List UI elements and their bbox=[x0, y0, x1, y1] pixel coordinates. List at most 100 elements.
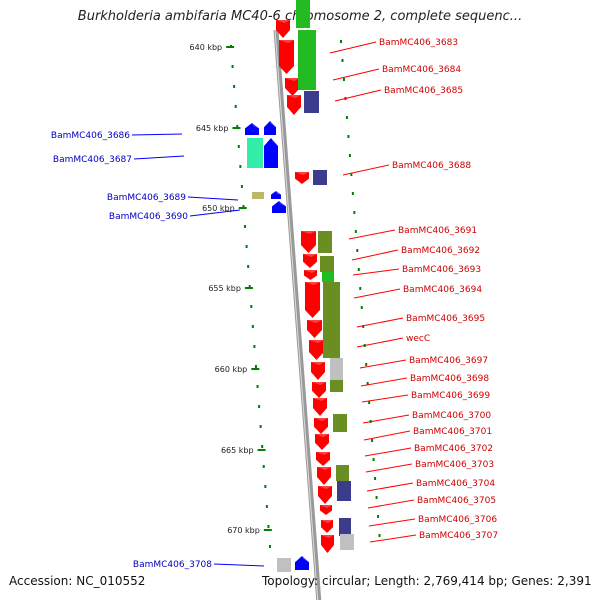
cog-category-box bbox=[337, 481, 351, 501]
forward-gene-arrow-gloss bbox=[279, 40, 294, 43]
forward-gene-arrow-shape bbox=[315, 434, 329, 450]
forward-gene-leader bbox=[353, 288, 401, 299]
scale-label: 650 kbp bbox=[202, 204, 235, 213]
scale-label: 665 kbp bbox=[221, 446, 254, 455]
forward-gene-label: BamMC406_3693 bbox=[402, 265, 481, 275]
cog-category-box bbox=[277, 558, 291, 572]
reverse-gene-leader bbox=[187, 196, 239, 201]
cog-category-box bbox=[304, 91, 319, 113]
cog-category-box bbox=[330, 358, 343, 380]
scale-label: 655 kbp bbox=[208, 284, 241, 293]
forward-gene-arrow-gloss bbox=[318, 486, 332, 489]
cog-category-box bbox=[318, 231, 332, 253]
forward-gene-arrow-shape bbox=[304, 270, 317, 280]
forward-gene-arrow-shape bbox=[312, 382, 326, 398]
forward-gene-arrow-shape bbox=[303, 254, 317, 268]
forward-gene-arrow bbox=[303, 254, 317, 268]
forward-gene-leader bbox=[364, 447, 412, 457]
forward-gene-leader bbox=[356, 317, 404, 328]
forward-gene-arrow-shape bbox=[309, 340, 324, 360]
forward-gene-arrow bbox=[314, 418, 328, 434]
forward-gene-leader bbox=[369, 534, 417, 543]
reverse-gene-label: BamMC406_3708 bbox=[133, 560, 212, 570]
forward-gene-arrow-gloss bbox=[312, 382, 326, 385]
forward-gene-arrow bbox=[313, 398, 327, 416]
forward-gene-label: BamMC406_3691 bbox=[398, 226, 477, 236]
forward-gene-arrow-shape bbox=[305, 282, 320, 318]
backbone-highlight bbox=[274, 29, 319, 600]
forward-gene-arrow-shape bbox=[285, 78, 300, 96]
reverse-gene-arrow bbox=[271, 191, 281, 199]
reverse-gene-label: BamMC406_3689 bbox=[107, 193, 186, 203]
reverse-gene-arrow-shape bbox=[272, 201, 286, 213]
forward-gene-arrow-shape bbox=[311, 362, 325, 380]
forward-gene-arrow-shape bbox=[301, 231, 316, 253]
reverse-gene-arrow-shape bbox=[264, 121, 276, 135]
forward-gene-arrow bbox=[279, 40, 294, 74]
forward-gene-arrow bbox=[304, 270, 317, 280]
cog-category-box bbox=[298, 30, 316, 90]
reverse-gene-arrow bbox=[295, 556, 309, 570]
reverse-gene-leader bbox=[213, 563, 265, 567]
reverse-gene-arrow bbox=[264, 138, 278, 168]
forward-gene-label: BamMC406_3694 bbox=[403, 285, 482, 295]
forward-gene-arrow bbox=[287, 95, 301, 115]
forward-gene-label: BamMC406_3707 bbox=[419, 531, 498, 541]
cog-category-box bbox=[323, 282, 340, 358]
forward-gene-arrow bbox=[320, 505, 332, 515]
forward-gene-label: BamMC406_3697 bbox=[409, 356, 488, 366]
cog-category-box bbox=[252, 192, 264, 199]
forward-gene-arrow-shape bbox=[307, 320, 322, 338]
forward-gene-arrow-gloss bbox=[287, 95, 301, 98]
forward-gene-arrow-gloss bbox=[305, 282, 320, 285]
forward-gene-arrow-gloss bbox=[309, 340, 324, 343]
reverse-gene-arrow-gloss bbox=[270, 121, 276, 128]
forward-gene-leader bbox=[356, 337, 404, 348]
forward-gene-leader bbox=[362, 414, 410, 424]
forward-gene-label: BamMC406_3683 bbox=[379, 38, 458, 48]
forward-gene-arrow bbox=[321, 535, 334, 553]
forward-gene-arrow-gloss bbox=[295, 172, 309, 175]
forward-gene-leader bbox=[365, 463, 413, 473]
reverse-gene-arrow-gloss bbox=[276, 191, 281, 195]
reverse-gene-label: BamMC406_3687 bbox=[53, 155, 132, 165]
forward-gene-arrow-shape bbox=[317, 467, 331, 485]
forward-gene-leader bbox=[352, 268, 400, 276]
forward-gene-arrow bbox=[315, 434, 329, 450]
scale-label: 670 kbp bbox=[227, 526, 260, 535]
forward-gene-arrow-shape bbox=[276, 20, 290, 38]
cog-category-box bbox=[322, 272, 334, 282]
forward-gene-leader bbox=[332, 68, 380, 81]
forward-gene-arrow-gloss bbox=[307, 320, 322, 323]
cog-category-box bbox=[333, 414, 347, 432]
forward-gene-leader bbox=[359, 359, 407, 369]
forward-gene-arrow-shape bbox=[313, 398, 327, 416]
cog-category-box bbox=[339, 518, 351, 536]
reverse-gene-arrow-shape bbox=[271, 191, 281, 199]
reverse-gene-arrow-gloss bbox=[279, 201, 286, 207]
forward-gene-arrow bbox=[301, 231, 316, 253]
forward-gene-arrow-gloss bbox=[321, 520, 333, 523]
reverse-gene-arrow-shape bbox=[245, 123, 259, 135]
reverse-gene-arrow-shape bbox=[264, 138, 278, 168]
forward-gene-arrow-shape bbox=[321, 520, 333, 533]
reverse-gene-leader bbox=[133, 155, 185, 160]
forward-gene-leader bbox=[367, 499, 415, 509]
forward-gene-label: BamMC406_3688 bbox=[392, 161, 471, 171]
cog-category-box bbox=[313, 170, 327, 185]
topology-label: Topology: circular; Length: 2,769,414 bp… bbox=[262, 574, 592, 588]
forward-gene-arrow bbox=[318, 486, 332, 504]
forward-gene-arrow-gloss bbox=[304, 270, 317, 273]
forward-gene-label: BamMC406_3703 bbox=[415, 460, 494, 470]
reverse-gene-arrow bbox=[264, 121, 276, 135]
forward-gene-leader bbox=[342, 164, 390, 176]
forward-gene-label: BamMC406_3702 bbox=[414, 444, 493, 454]
forward-gene-label: BamMC406_3699 bbox=[411, 391, 490, 401]
forward-gene-label: BamMC406_3704 bbox=[416, 479, 495, 489]
forward-gene-label: BamMC406_3698 bbox=[410, 374, 489, 384]
forward-gene-label: wecC bbox=[406, 334, 430, 344]
forward-gene-leader bbox=[329, 41, 377, 54]
forward-gene-arrow-gloss bbox=[317, 467, 331, 470]
